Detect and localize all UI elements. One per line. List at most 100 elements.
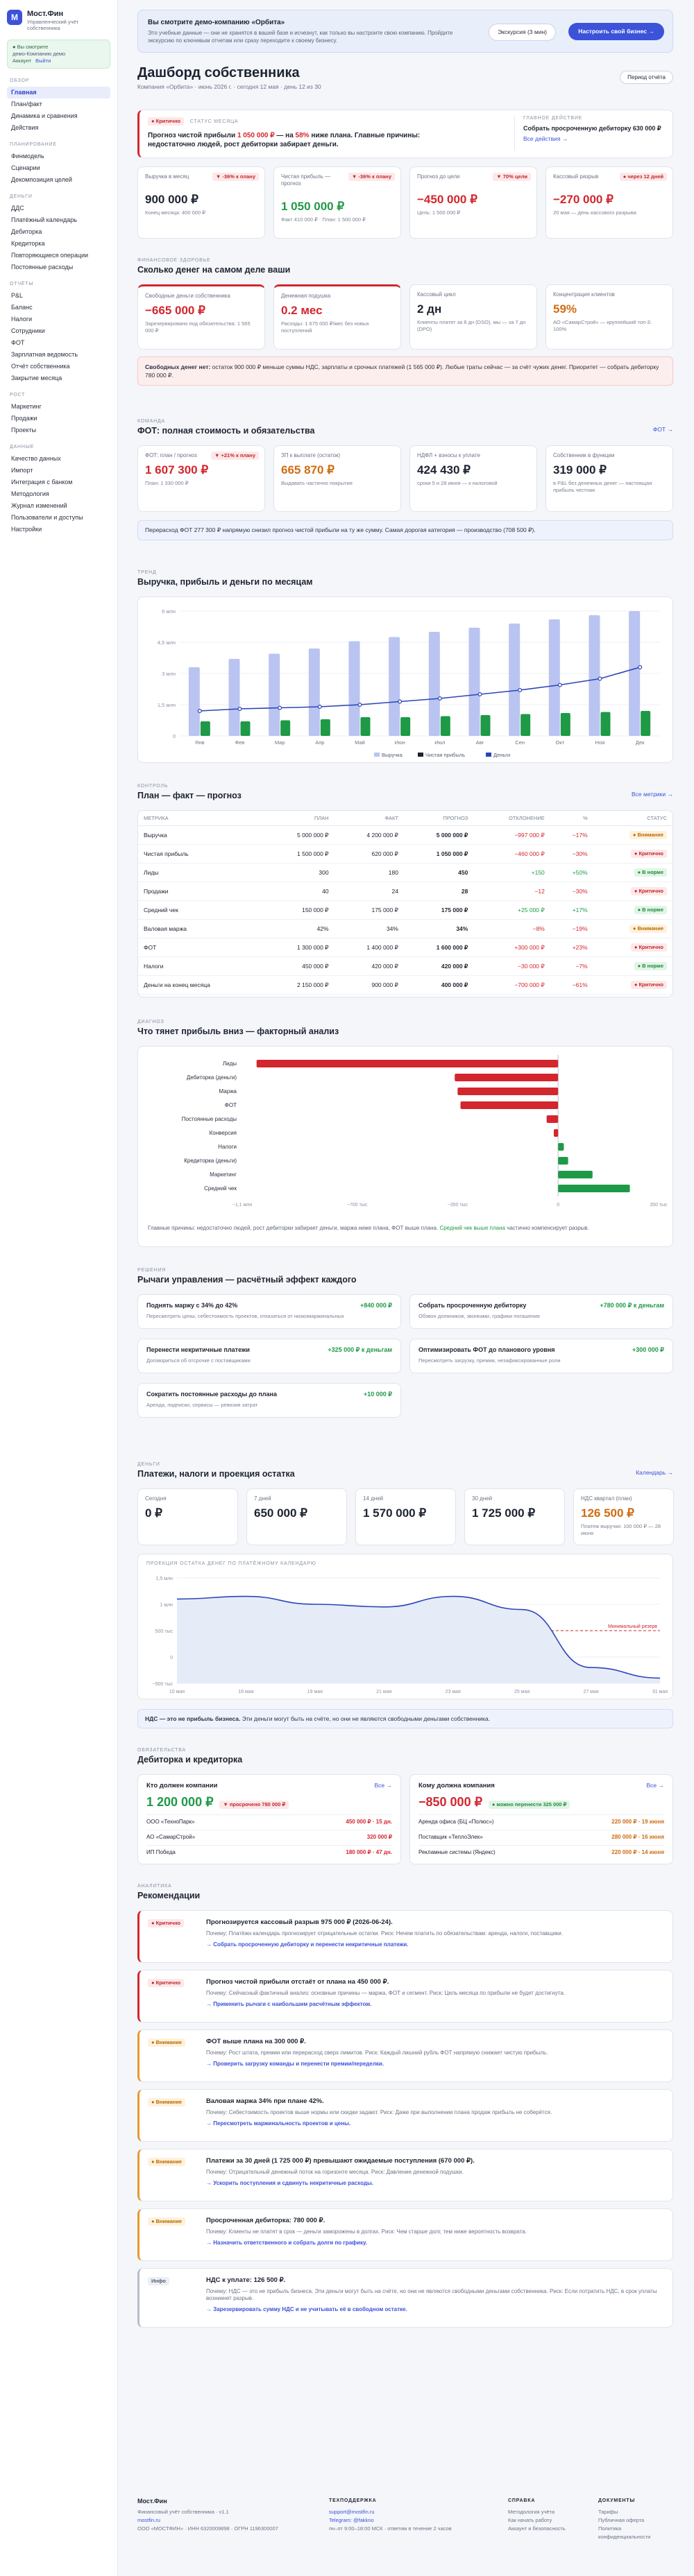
sidebar-item[interactable]: План/факт: [11, 101, 42, 108]
sidebar-item[interactable]: Проекты: [11, 427, 37, 433]
fot-link[interactable]: ФОТ →: [652, 426, 673, 433]
table-cell: 175 000 ₽: [403, 900, 474, 920]
recommendation-title: Просроченная дебиторка: 780 000 ₽.: [206, 2217, 325, 2224]
recommendation-action[interactable]: → Собрать просроченную дебиторку и перен…: [206, 1941, 409, 1948]
tour-button[interactable]: Экскурсия (3 мин): [489, 24, 556, 41]
sidebar-item[interactable]: Сценарии: [11, 164, 40, 171]
recommendation-action[interactable]: → Применить рычаги с наибольшим расчётны…: [206, 2001, 372, 2007]
table-row[interactable]: Валовая маржа 42% 34% 34% −8% −19% ● Внимание: [138, 919, 672, 938]
kpi-card[interactable]: Кассовый разрыв ● через 12 дней −270 000 ₽…: [545, 166, 673, 239]
sidebar-item[interactable]: ФОТ: [11, 339, 25, 346]
footer-help-head: Справка: [508, 2498, 536, 2503]
table-cell: ● В норме: [593, 956, 672, 976]
sidebar-item[interactable]: Пользователи и доступы: [11, 514, 83, 521]
sidebar-item[interactable]: Качество данных: [11, 455, 61, 462]
debt-row[interactable]: ИП Победа 180 000 ₽ · 47 дн.: [146, 1845, 392, 1855]
kpi-card[interactable]: Чистая прибыль — прогноз ▼ -36% к плану 1 …: [273, 166, 401, 239]
legend-swatch: [418, 753, 423, 757]
footer-docs-link-2[interactable]: Публичная оферта: [598, 2517, 645, 2523]
sidebar-item[interactable]: ДДС: [11, 205, 24, 212]
sidebar-item[interactable]: Импорт: [11, 467, 33, 474]
lever-card[interactable]: Поднять маржу с 34% до 42% Пересмотреть ц…: [137, 1294, 401, 1329]
calendar-link[interactable]: Календарь →: [636, 1469, 673, 1476]
sidebar-item[interactable]: Дебиторка: [11, 228, 42, 235]
sidebar-item[interactable]: Финмодель: [11, 153, 44, 160]
table-row[interactable]: Чистая прибыль 1 500 000 ₽620 000 ₽1 050 …: [138, 844, 672, 864]
lever-card[interactable]: Перенести некритичные платежи Договоритьс…: [137, 1339, 401, 1373]
table-row[interactable]: ФОТ 1 300 000 ₽1 400 000 ₽1 600 000 ₽ +300…: [138, 938, 672, 957]
sidebar-item[interactable]: Повторяющиеся операции: [11, 252, 89, 259]
recommendation-card: ● Внимание Платежи за 30 дней (1 725 000 …: [137, 2149, 673, 2201]
recommendation-action[interactable]: → Назначить ответственного и собрать дол…: [206, 2240, 367, 2246]
proj-ytick: 500 тыс: [155, 1629, 174, 1634]
profit-bar: [280, 720, 291, 736]
sidebar-item[interactable]: Декомпозиция целей: [11, 176, 72, 183]
support-telegram-link[interactable]: Telegram: @fakkno: [329, 2517, 374, 2523]
setup-business-button[interactable]: Настроить свой бизнес →: [568, 23, 664, 40]
sidebar-item[interactable]: Главная: [7, 87, 110, 98]
sidebar-item[interactable]: Кредиторка: [11, 240, 45, 247]
footer-help-link-3[interactable]: Аккаунт и безопасность: [508, 2525, 566, 2532]
recommendation-action[interactable]: → Ускорить поступления и сдвинуть некрит…: [206, 2180, 374, 2186]
recommendation-action[interactable]: → Зарезервировать сумму НДС и не учитыва…: [206, 2306, 407, 2312]
debt-row[interactable]: ООО «ТехноПарк» 450 000 ₽ · 15 дн.: [146, 1814, 392, 1825]
sidebar-item[interactable]: P&L: [11, 292, 24, 299]
cash-point: [477, 692, 482, 697]
exit-demo-link[interactable]: Выйти: [35, 58, 51, 64]
recommendation-action[interactable]: → Проверить загрузку команды и перенести…: [206, 2061, 384, 2067]
sidebar-item[interactable]: Платёжный календарь: [11, 216, 77, 223]
sidebar-item[interactable]: Отчёт собственника: [11, 363, 70, 370]
sidebar-item[interactable]: Налоги: [11, 316, 33, 323]
footer-docs-link-3[interactable]: Политика конфиденциальности: [598, 2525, 651, 2540]
table-row[interactable]: Выручка 5 000 000 ₽4 200 000 ₽5 000 000 ₽…: [138, 825, 672, 845]
payables-all-link[interactable]: Все →: [646, 1782, 664, 1789]
support-email-link[interactable]: support@mostfin.ru: [329, 2509, 375, 2515]
nav-section-label: Данные: [10, 445, 35, 449]
period-button[interactable]: Период отчёта: [620, 71, 673, 84]
lever-card[interactable]: Сократить постоянные расходы до плана Аре…: [137, 1383, 401, 1418]
debt-row[interactable]: Рекламные системы (Яндекс) 220 000 ₽ · 14…: [418, 1845, 664, 1855]
brand[interactable]: М Мост.Фин Управленческий учёт собственн…: [7, 10, 110, 31]
sidebar-item[interactable]: Динамика и сравнения: [11, 112, 78, 119]
table-row[interactable]: Продажи 40 24 28 −12 −30% ● Критично: [138, 882, 672, 901]
all-actions-link[interactable]: Все действия →: [523, 135, 568, 142]
sidebar-item[interactable]: Журнал изменений: [11, 502, 67, 509]
debt-row[interactable]: Поставщик «ТеплоЭлек» 280 000 ₽ · 16 июня: [418, 1830, 664, 1840]
table-row[interactable]: Лиды 300 180 450 +150 +50% ● В норме: [138, 863, 672, 882]
debt-row[interactable]: Аренда офиса (БЦ «Полюс») 220 000 ₽ · 19 …: [418, 1814, 664, 1825]
sidebar-item[interactable]: Постоянные расходы: [11, 264, 74, 271]
footer-help-link-2[interactable]: Как начать работу: [508, 2517, 552, 2523]
health-card-sub: Расходы: 1 675 000 ₽/мес без новых посту…: [281, 320, 369, 334]
footer-requisites: ООО «МОСТФИН» · ИНН 6320009898 · ОГРН 11…: [137, 2525, 278, 2532]
sidebar-item[interactable]: Маркетинг: [11, 403, 42, 410]
sidebar-item[interactable]: Методология: [11, 490, 49, 497]
kpi-card[interactable]: Выручка в месяц ▼ -36% к плану 900 000 ₽ Ко…: [137, 166, 265, 239]
sidebar-item[interactable]: Действия: [11, 124, 39, 131]
sidebar-item[interactable]: Зарплатная ведомость: [11, 351, 78, 358]
lever-card[interactable]: Собрать просроченную дебиторку Обзвон дол…: [409, 1294, 673, 1329]
footer-docs-link-1[interactable]: Тарифы: [598, 2509, 618, 2515]
recommendation-action[interactable]: → Пересмотреть маржинальность проектов и…: [206, 2120, 351, 2127]
table-row[interactable]: Средний чек 150 000 ₽175 000 ₽175 000 ₽ +2…: [138, 900, 672, 920]
table-row[interactable]: Налоги 450 000 ₽420 000 ₽420 000 ₽ −30 000…: [138, 956, 672, 976]
kpi-label: Выручка в месяц: [145, 173, 189, 180]
debt-row[interactable]: АО «СамарСтрой» 320 000 ₽: [146, 1830, 392, 1840]
lever-card[interactable]: Оптимизировать ФОТ до планового уровня Пе…: [409, 1339, 673, 1373]
sidebar-item[interactable]: Закрытие месяца: [11, 375, 62, 381]
sidebar-item[interactable]: Интеграция с банком: [11, 479, 73, 486]
factor-bar: [558, 1185, 630, 1192]
sidebar-item[interactable]: Баланс: [11, 304, 33, 311]
footer-site-link[interactable]: mostfin.ru: [137, 2517, 160, 2523]
sidebar-item[interactable]: Настройки: [11, 526, 42, 533]
kpi-card[interactable]: Прогноз до цели ▼ 70% цели −450 000 ₽ Цель:…: [409, 166, 537, 239]
factor-label: Кредиторка (деньги): [184, 1158, 237, 1164]
factor-label: Маржа: [219, 1088, 237, 1094]
sidebar-item[interactable]: Сотрудники: [11, 327, 45, 334]
receivables-all-link[interactable]: Все →: [374, 1782, 392, 1789]
factor-label: ФОТ: [225, 1102, 237, 1108]
table-row[interactable]: Деньги на конец месяца 2 150 000 ₽900 000…: [138, 975, 672, 995]
footer-help-link-1[interactable]: Методология учёта: [508, 2509, 555, 2515]
sidebar-item[interactable]: Продажи: [11, 415, 37, 422]
all-metrics-link[interactable]: Все метрики →: [632, 791, 673, 798]
kpi-label: Кассовый разрыв: [553, 173, 599, 180]
